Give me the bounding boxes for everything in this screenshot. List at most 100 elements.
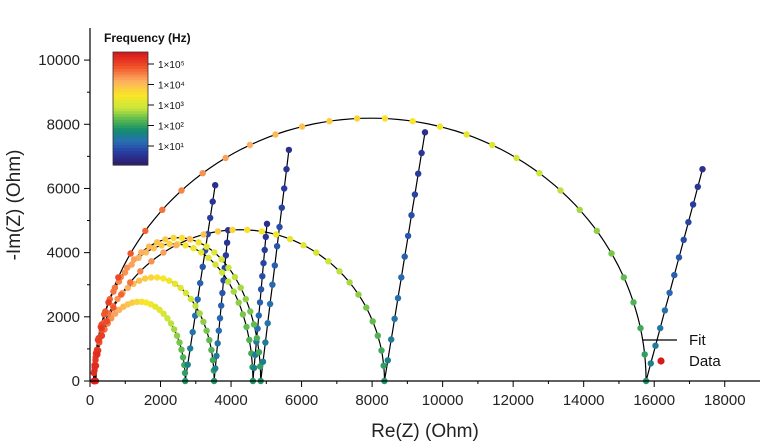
data-point (257, 363, 264, 370)
data-point (262, 233, 269, 241)
data-point (214, 228, 222, 235)
data-point (162, 236, 169, 243)
data-point (694, 183, 701, 190)
data-point (239, 311, 247, 318)
data-point (147, 274, 155, 281)
colorbar-segment (113, 97, 148, 101)
data-point (411, 191, 419, 198)
data-point (278, 204, 285, 211)
data-point (222, 252, 230, 259)
data-point (212, 261, 219, 268)
colorbar-segment (113, 148, 148, 152)
data-point (657, 324, 664, 332)
data-point (200, 231, 207, 238)
data-point (208, 346, 215, 354)
data-point (186, 235, 193, 243)
data-point (680, 236, 687, 243)
colorbar-segment (113, 88, 148, 93)
data-point (115, 274, 122, 281)
data-point (127, 250, 134, 257)
data-point (272, 231, 280, 238)
legend-data-swatch (657, 357, 665, 365)
data-point (136, 277, 143, 284)
data-point (173, 332, 181, 339)
x-tick-label: 2000 (144, 392, 177, 409)
fit-curves (92, 117, 704, 382)
data-point (118, 291, 125, 298)
data-point (418, 149, 425, 157)
data-point (171, 326, 178, 333)
data-point (142, 227, 149, 235)
data-point (178, 187, 185, 194)
data-point (156, 306, 163, 313)
data-point (181, 369, 189, 377)
data-point (154, 274, 161, 281)
data-point (298, 123, 306, 130)
x-tick-label: 8000 (355, 392, 388, 409)
colorbar-segment (113, 128, 148, 132)
data-point (127, 279, 134, 286)
data-point (222, 154, 229, 162)
data-point (246, 141, 254, 149)
data-point (92, 356, 99, 364)
data-point (121, 269, 129, 276)
colorbar-segment (113, 153, 148, 158)
colorbar-segment (113, 102, 148, 107)
data-point (130, 256, 138, 263)
data-points (90, 115, 706, 385)
data-point (401, 253, 408, 260)
colorbar-segment (113, 52, 148, 56)
colorbar-segment (113, 139, 148, 143)
data-point (94, 351, 101, 358)
data-point (111, 284, 119, 291)
data-point (229, 226, 236, 234)
data-point (200, 318, 207, 325)
data-point (98, 324, 105, 332)
fit-curve (94, 132, 426, 382)
data-point (666, 289, 673, 296)
colorbar-label: 1×10² (158, 122, 185, 133)
data-point (153, 239, 161, 246)
data-point (103, 318, 111, 325)
data-point (250, 364, 258, 372)
data-point (380, 362, 387, 369)
data-point (231, 273, 239, 281)
data-point (261, 246, 268, 254)
data-point (123, 264, 131, 271)
data-point (620, 274, 627, 281)
data-point (137, 268, 144, 275)
data-point (281, 185, 288, 192)
colorbar-segment (113, 162, 148, 166)
colorbar-segment (113, 66, 148, 70)
colorbar-segment (113, 131, 148, 135)
legend-data-label: Data (689, 353, 721, 370)
data-point (203, 327, 210, 334)
data-point (557, 187, 564, 194)
colorbar-segment (113, 108, 148, 112)
data-point (576, 206, 583, 213)
colorbar-segment (113, 122, 148, 127)
data-point (409, 118, 416, 125)
data-point (237, 284, 244, 291)
data-point (187, 295, 195, 303)
data-point (369, 318, 376, 325)
colorbar-label: 1×10¹ (158, 142, 185, 153)
data-point (398, 274, 405, 281)
legend-fit-label: Fit (689, 332, 706, 349)
colorbar-segment (113, 85, 148, 90)
data-point (388, 336, 395, 343)
data-point (197, 279, 204, 287)
y-tick-label: 8000 (47, 116, 80, 133)
data-point (177, 284, 184, 292)
data-point (167, 320, 175, 327)
colorbar-segment (113, 83, 148, 87)
colorbar-title: Frequency (Hz) (104, 31, 191, 45)
data-point (159, 206, 166, 213)
data-point (404, 232, 412, 240)
data-point (247, 308, 254, 315)
data-point (142, 249, 150, 256)
data-point (264, 320, 271, 327)
data-point (182, 242, 189, 249)
data-point (214, 340, 221, 347)
